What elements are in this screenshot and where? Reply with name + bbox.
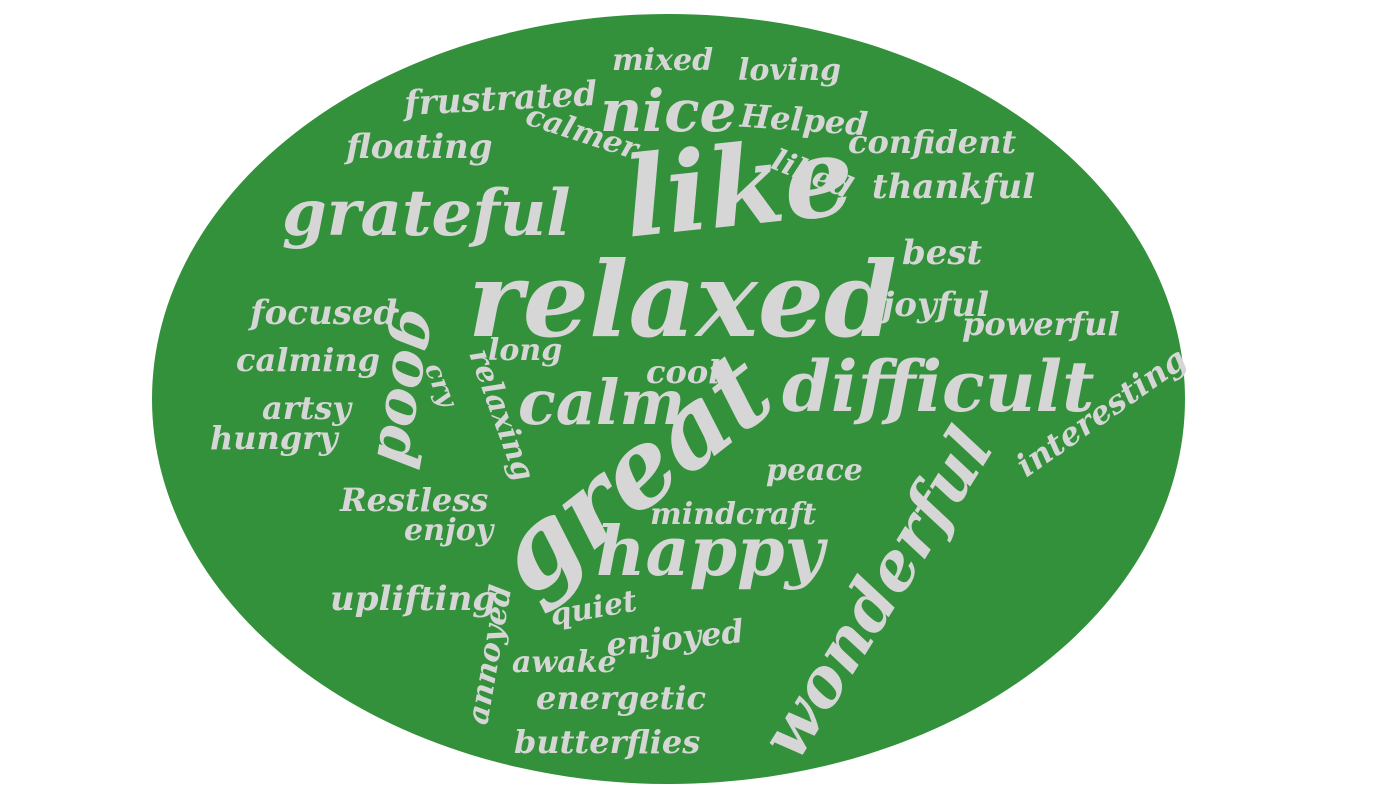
word-joyful: joyful — [882, 285, 989, 325]
word-butterflies: butterflies — [514, 723, 701, 761]
word-awake: awake — [512, 645, 617, 680]
word-loving: loving — [738, 53, 842, 88]
word-long: long — [488, 333, 563, 368]
word-mindcraft: mindcraft — [650, 497, 817, 532]
word-nice: nice — [600, 77, 737, 145]
word-confident: confident — [848, 123, 1017, 161]
word-powerful: powerful — [962, 305, 1120, 343]
word-artsy: artsy — [262, 389, 351, 427]
cloud-ellipse-background — [152, 14, 1185, 784]
word-happy: happy — [596, 512, 825, 592]
word-peace: peace — [766, 453, 863, 488]
word-cool: cool — [646, 353, 721, 391]
word-calm: calm — [518, 366, 686, 439]
word-relaxed: relaxed — [468, 238, 897, 361]
word-energetic: energetic — [536, 679, 706, 717]
word-calming: calming — [236, 341, 381, 379]
word-floating: floating — [346, 127, 493, 167]
word-grateful: grateful — [282, 176, 571, 251]
word-hungry: hungry — [210, 419, 338, 457]
word-focused: focused — [250, 293, 398, 333]
word-uplifting: uplifting — [330, 579, 497, 619]
word-thankful: thankful — [872, 167, 1035, 207]
word-best: best — [902, 233, 983, 273]
word-mixed: mixed — [612, 43, 714, 78]
word-restless: Restless — [340, 481, 489, 519]
word-difficult: difficult — [782, 345, 1095, 428]
word-enjoy: enjoy — [404, 513, 494, 548]
